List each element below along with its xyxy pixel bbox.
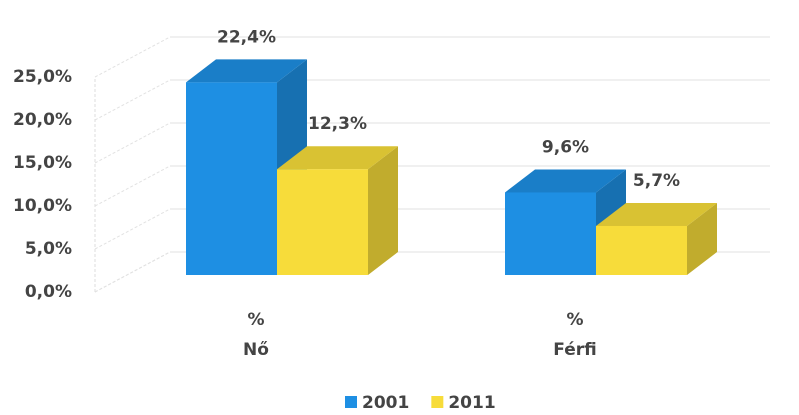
bar xyxy=(596,225,687,275)
value-label: 12,3% xyxy=(308,114,367,134)
bar-side xyxy=(687,202,717,275)
back-wall xyxy=(94,77,171,293)
grid-line xyxy=(94,36,171,78)
grid-line xyxy=(94,122,171,164)
value-label: 5,7% xyxy=(633,171,680,191)
legend-label: 2001 xyxy=(362,393,409,411)
x-tick-label: Nő xyxy=(243,340,269,360)
bar-top xyxy=(596,202,717,226)
bar xyxy=(186,82,277,275)
x-tick-label: Férfi xyxy=(553,340,596,360)
value-label: 9,6% xyxy=(542,137,589,157)
grid-line xyxy=(94,79,171,121)
legend-label: 2011 xyxy=(448,393,495,411)
bar xyxy=(505,192,596,275)
x-tick-label: % xyxy=(566,310,583,330)
y-tick-label: 20,0% xyxy=(13,110,72,130)
bar-side xyxy=(368,146,398,275)
bar-top xyxy=(505,169,626,193)
legend-swatch xyxy=(431,396,444,408)
y-tick-label: 0,0% xyxy=(25,282,72,302)
grid-line xyxy=(94,251,171,293)
grid-line xyxy=(94,165,171,207)
grid-line xyxy=(94,208,171,250)
y-tick-label: 15,0% xyxy=(13,153,72,173)
y-tick-label: 5,0% xyxy=(25,239,72,259)
bar-top xyxy=(277,146,398,170)
legend-swatch xyxy=(345,396,357,408)
x-tick-label: % xyxy=(247,310,264,330)
bar-top xyxy=(186,59,307,83)
value-label: 22,4% xyxy=(217,27,276,47)
y-tick-label: 25,0% xyxy=(13,67,72,87)
y-tick-label: 10,0% xyxy=(13,196,72,216)
bar xyxy=(277,169,368,275)
